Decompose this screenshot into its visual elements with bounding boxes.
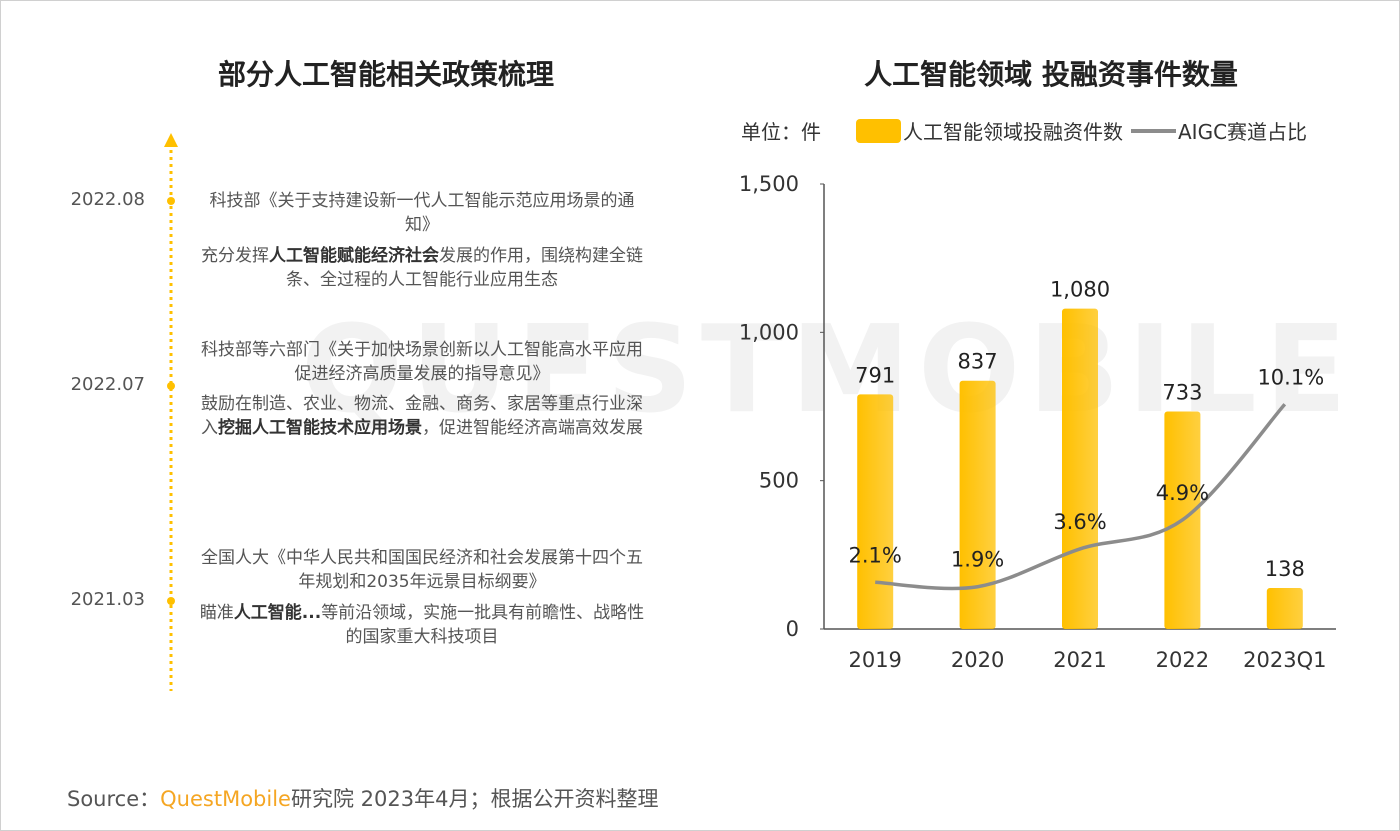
bar-value-label: 837 [958, 350, 998, 374]
source-brand: QuestMobile [160, 787, 291, 811]
event-description: 鼓励在制造、农业、物流、金融、商务、家居等重点行业深入挖掘人工智能技术应用场景，… [197, 392, 647, 440]
bar-value-label: 138 [1265, 557, 1305, 581]
highlight-text: 人工智能赋能经济社会 [269, 246, 439, 266]
timeline-dot [167, 597, 175, 605]
line-value-label: 4.9% [1156, 481, 1209, 505]
highlight-text: 挖掘人工智能技术应用场景 [218, 418, 422, 438]
legend-label: 人工智能领域投融资件数 [903, 120, 1123, 144]
bar-value-label: 791 [855, 363, 895, 387]
timeline-title: 部分人工智能相关政策梳理 [217, 58, 554, 91]
y-tick-label: 0 [786, 617, 799, 641]
source: Source：QuestMobile研究院 2023年4月；根据公开资料整理 [67, 783, 658, 813]
text: 等前沿领域，实施一批具有前瞻性、战略性的国家重大科技项目 [321, 603, 645, 647]
timeline-dot [167, 197, 175, 205]
line-value-label: 1.9% [951, 548, 1004, 572]
highlight-text: 人工智能... [233, 603, 322, 623]
event-description: 充分发挥人工智能赋能经济社会发展的作用，围绕构建全链条、全过程的人工智能行业应用… [197, 244, 647, 292]
chart-title: 人工智能领域 投融资事件数量 [864, 58, 1238, 91]
bar [1266, 588, 1303, 629]
event-date: 2022.07 [70, 374, 145, 395]
line-value-label: 2.1% [849, 543, 902, 567]
bar [959, 380, 996, 629]
event-policy: 科技部《关于支持建设新一代人工智能示范应用场景的通知》 [209, 191, 635, 235]
legend-swatch [856, 119, 901, 143]
event-policy: 科技部等六部门《关于加快场景创新以人工智能高水平应用促进经济高质量发展的指导意见… [201, 340, 643, 384]
y-tick-label: 1,500 [739, 172, 799, 196]
legend-label: AIGC赛道占比 [1178, 120, 1307, 144]
y-tick-label: 1,000 [739, 320, 799, 344]
x-tick-label: 2021 [1053, 648, 1106, 672]
bar [857, 394, 894, 629]
text: ，促进智能经济高端高效发展 [422, 418, 643, 438]
bar [1062, 308, 1098, 629]
event-description: 瞄准人工智能...等前沿领域，实施一批具有前瞻性、战略性的国家重大科技项目 [197, 601, 647, 649]
line [875, 403, 1287, 591]
source-text: Source： [67, 787, 161, 811]
bar-value-label: 1,080 [1050, 278, 1110, 302]
line-value-label: 3.6% [1053, 510, 1106, 534]
event-date: 2021.03 [70, 589, 145, 610]
x-tick-label: 2020 [951, 648, 1004, 672]
x-tick-label: 2023Q1 [1243, 648, 1326, 672]
line-value-label: 10.1% [1257, 365, 1324, 389]
timeline-dot [167, 382, 175, 390]
x-tick-label: 2019 [848, 648, 901, 672]
y-tick-label: 500 [759, 469, 799, 493]
event-policy: 全国人大《中华人民共和国国民经济和社会发展第十四个五年规划和2035年远景目标纲… [201, 548, 643, 592]
event-date: 2022.08 [70, 189, 145, 210]
bar-value-label: 733 [1162, 381, 1202, 405]
text: 瞄准 [199, 603, 234, 623]
text: 发展的作用，围绕构建全链条、全过程的人工智能行业应用生态 [286, 246, 643, 290]
text: 充分发挥 [201, 246, 269, 266]
timeline-arrow [164, 133, 178, 147]
x-tick-label: 2022 [1156, 648, 1209, 672]
unit-label: 单位：件 [741, 120, 821, 144]
source-text: 研究院 2023年4月；根据公开资料整理 [290, 787, 659, 811]
text: 鼓励在制造、农业、物流、金融、商务、家居等重点行业深入 [201, 394, 643, 438]
